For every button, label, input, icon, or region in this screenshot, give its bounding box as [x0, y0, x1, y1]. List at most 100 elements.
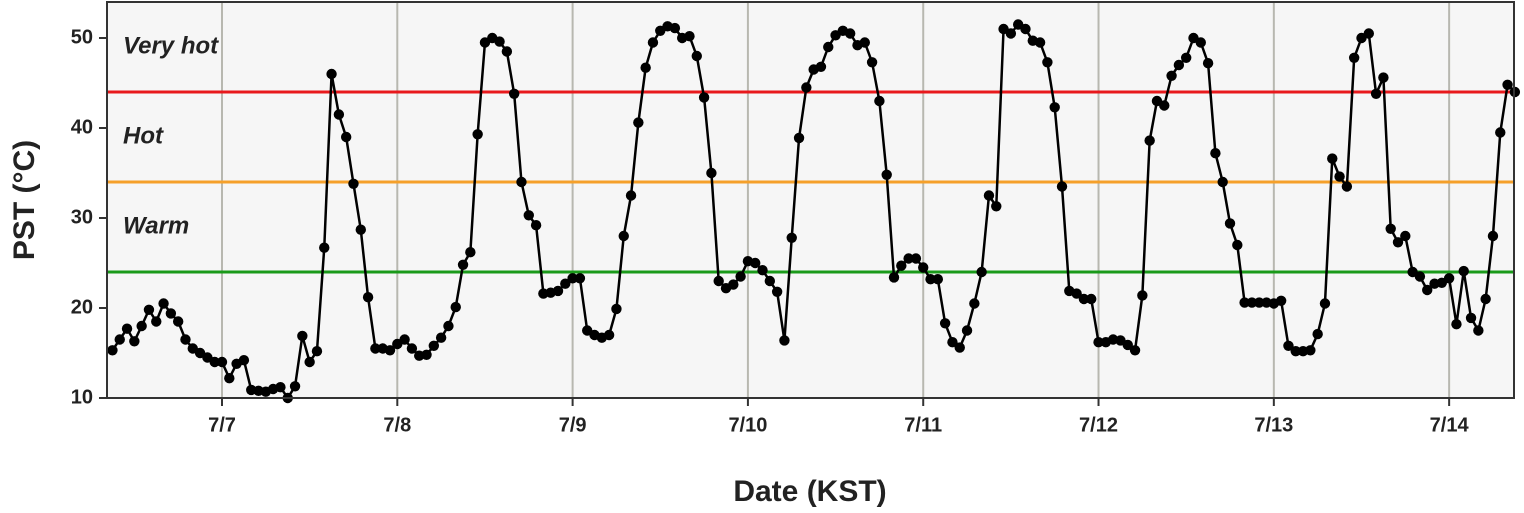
data-point [114, 334, 125, 345]
data-point [1071, 288, 1082, 299]
data-point [421, 349, 432, 360]
data-point [728, 279, 739, 290]
data-point [1224, 218, 1236, 229]
data-point [910, 253, 922, 264]
y-tick-label: 20 [71, 296, 93, 318]
data-point [1334, 171, 1345, 182]
data-point [523, 210, 534, 221]
data-point [450, 301, 461, 313]
data-point [1144, 135, 1155, 146]
data-point [896, 260, 907, 271]
data-point [713, 275, 724, 287]
x-tick-label: 7/7 [208, 414, 236, 436]
data-point [1451, 319, 1462, 330]
data-point [136, 320, 147, 332]
data-point [465, 247, 476, 258]
data-point [918, 262, 929, 273]
data-point [1005, 28, 1017, 39]
data-point [238, 355, 250, 366]
y-tick-label: 50 [71, 26, 93, 48]
data-point [530, 220, 542, 231]
data-point [275, 382, 286, 393]
data-point [1465, 312, 1477, 324]
data-point [1363, 28, 1374, 39]
data-point [983, 190, 995, 201]
data-point [384, 345, 396, 356]
data-point [1319, 298, 1331, 309]
data-point [1122, 339, 1133, 351]
data-point [1166, 70, 1177, 82]
x-tick-label: 7/12 [1079, 414, 1118, 436]
data-point [1173, 59, 1185, 71]
data-point [925, 274, 936, 285]
data-point [771, 286, 783, 297]
data-point [625, 190, 637, 201]
data-point [947, 337, 958, 348]
data-point [903, 253, 914, 264]
data-point [961, 325, 973, 336]
data-point [881, 169, 892, 180]
data-point [1202, 58, 1214, 69]
data-point [216, 356, 228, 368]
y-tick-label: 30 [71, 206, 93, 228]
data-point [757, 265, 768, 276]
data-point [1327, 153, 1338, 164]
data-point [1348, 52, 1360, 63]
y-axis-label: PST (°C) [8, 140, 41, 260]
data-point [991, 201, 1002, 212]
zone-label: Warm [123, 212, 189, 239]
data-point [1392, 237, 1404, 248]
data-point [1378, 72, 1389, 83]
data-point [1129, 345, 1141, 356]
data-point [793, 132, 805, 144]
data-point [508, 88, 520, 100]
data-point [1495, 127, 1506, 138]
y-tick-label: 40 [71, 116, 93, 138]
x-tick-label: 7/13 [1254, 414, 1293, 436]
data-point [370, 343, 381, 354]
data-point [603, 329, 615, 341]
data-point [1246, 297, 1258, 308]
x-tick-label: 7/14 [1430, 414, 1470, 436]
data-point [501, 46, 513, 57]
data-point [172, 316, 184, 327]
data-point [1137, 290, 1148, 301]
data-point [618, 230, 629, 242]
data-point [326, 68, 337, 80]
data-point [494, 36, 505, 47]
data-point [954, 342, 965, 353]
data-point [888, 272, 900, 283]
data-point [786, 232, 797, 243]
data-point [165, 308, 177, 319]
data-point [611, 303, 622, 315]
data-point [362, 292, 374, 303]
data-point [567, 273, 578, 284]
x-axis-label: Date (KST) [733, 475, 886, 508]
data-point [1049, 102, 1060, 113]
x-tick-label: 7/9 [559, 414, 587, 436]
data-point [1480, 293, 1491, 305]
data-point [1195, 37, 1206, 48]
data-point [574, 273, 586, 284]
data-point [1093, 337, 1104, 348]
data-point [107, 345, 118, 356]
data-point [297, 330, 308, 342]
data-point [866, 57, 878, 68]
data-point [1275, 295, 1287, 306]
data-point [1473, 325, 1484, 336]
data-point [1283, 340, 1294, 351]
data-point [1159, 100, 1170, 111]
data-point [1020, 23, 1031, 35]
data-point [435, 332, 447, 343]
plot-frame [106, 1, 1515, 399]
data-point [1232, 239, 1243, 251]
data-point [735, 271, 746, 282]
data-point [348, 178, 359, 189]
data-point [428, 340, 440, 351]
data-point [969, 298, 980, 309]
data-point [1254, 297, 1265, 308]
data-point [333, 109, 345, 120]
x-tick-label: 7/8 [383, 414, 411, 436]
data-point [1239, 297, 1250, 308]
data-point [443, 320, 454, 332]
